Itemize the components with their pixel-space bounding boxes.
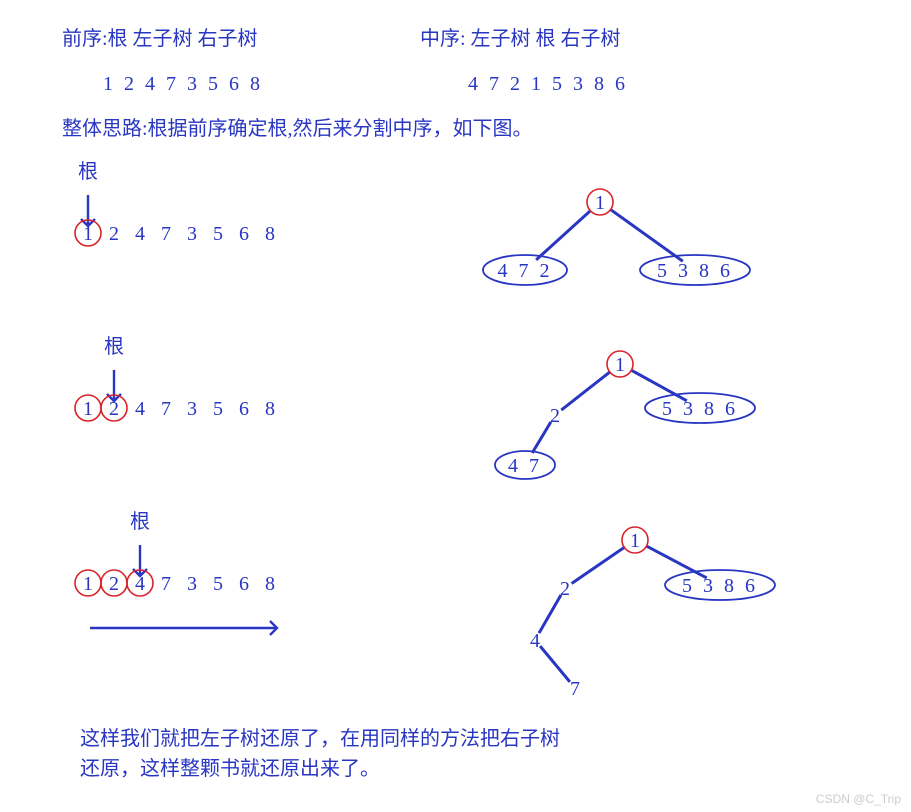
tree-node-label: 1	[595, 192, 605, 214]
seq-digit: 1	[83, 398, 93, 420]
tree-node-label: 5 3 8 6	[657, 260, 733, 282]
tree-edge	[631, 370, 686, 401]
root-label: 根	[130, 510, 150, 533]
tree-edge	[572, 547, 625, 583]
seq-digit: 4	[135, 223, 145, 245]
tree-node-label: 1	[615, 354, 625, 376]
seq-digit: 1	[83, 573, 93, 595]
seq-digit: 8	[265, 573, 275, 595]
seq-digit: 1	[83, 223, 93, 245]
preorder-seq: 1 2 4 7 3 5 6 8	[103, 73, 263, 95]
seq-digit: 6	[239, 398, 249, 420]
seq-digit: 4	[135, 398, 145, 420]
tree-node-label: 1	[630, 530, 640, 552]
seq-digit: 8	[265, 223, 275, 245]
seq-digit: 7	[161, 223, 171, 245]
tree-edge	[532, 422, 551, 453]
seq-digit: 2	[109, 223, 119, 245]
tree-edge	[539, 595, 561, 633]
tree-node-label: 2	[560, 578, 570, 600]
root-label: 根	[104, 335, 124, 358]
seq-digit: 2	[109, 573, 119, 595]
seq-digit: 3	[187, 223, 197, 245]
tree-node-label: 4	[530, 630, 540, 652]
watermark: CSDN @C_Trip	[816, 792, 901, 806]
seq-digit: 5	[213, 573, 223, 595]
seq-digit: 2	[109, 398, 119, 420]
tree-edge	[611, 210, 683, 262]
diagram-canvas: 前序:根 左子树 右子树 中序: 左子树 根 右子树 1 2 4 7 3 5 6 8…	[0, 0, 911, 812]
preorder-label: 前序:根 左子树 右子树	[62, 27, 258, 50]
footer-line-2: 还原，这样整颗书就还原出来了。	[80, 757, 380, 780]
tree-node-label: 5 3 8 6	[682, 575, 758, 597]
tree-edge	[561, 372, 609, 410]
tree-edge	[540, 646, 570, 682]
seq-digit: 5	[213, 398, 223, 420]
seq-digit: 3	[187, 573, 197, 595]
tree-node-label: 4 7 2	[498, 260, 553, 282]
tree-edge	[646, 546, 706, 578]
seq-digit: 6	[239, 223, 249, 245]
tree-node-label: 4 7	[508, 455, 542, 477]
idea-text: 整体思路:根据前序确定根,然后来分割中序，如下图。	[62, 117, 533, 140]
seq-digit: 6	[239, 573, 249, 595]
seq-digit: 7	[161, 573, 171, 595]
seq-digit: 3	[187, 398, 197, 420]
inorder-label: 中序: 左子树 根 右子树	[420, 27, 621, 50]
seq-digit: 7	[161, 398, 171, 420]
tree-node-label: 2	[550, 405, 560, 427]
tree-edge	[536, 211, 590, 260]
tree-node-label: 5 3 8 6	[662, 398, 738, 420]
seq-digit: 4	[135, 573, 145, 595]
footer-line-1: 这样我们就把左子树还原了，在用同样的方法把右子树	[80, 727, 560, 750]
seq-digit: 8	[265, 398, 275, 420]
seq-digit: 5	[213, 223, 223, 245]
tree-node-label: 7	[570, 678, 580, 700]
inorder-seq: 4 7 2 1 5 3 8 6	[468, 73, 628, 95]
root-label: 根	[78, 160, 98, 183]
